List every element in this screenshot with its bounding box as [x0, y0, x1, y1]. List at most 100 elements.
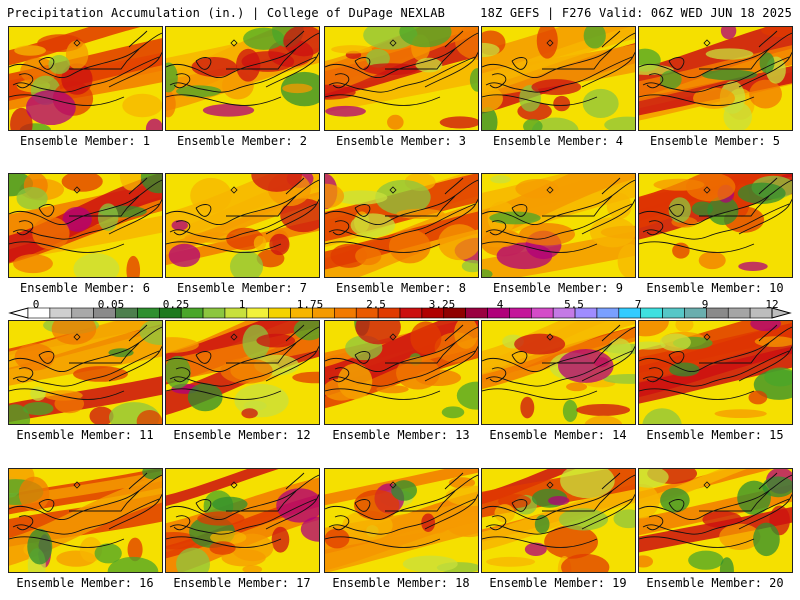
- colorbar-swatch: [355, 307, 379, 319]
- colorbar-swatch: [574, 307, 598, 319]
- precip-field: [166, 174, 319, 277]
- precip-field: [325, 174, 478, 277]
- ensemble-member-map: [638, 320, 793, 425]
- colorbar-swatch: [662, 307, 685, 319]
- ensemble-member-label: Ensemble Member: 4: [492, 134, 624, 148]
- ensemble-member-label: Ensemble Member: 20: [646, 576, 784, 590]
- precip-field: [639, 321, 792, 424]
- ensemble-member-label: Ensemble Member: 6: [19, 281, 151, 295]
- ensemble-member-label: Ensemble Member: 17: [173, 576, 311, 590]
- colorbar-swatch: [465, 307, 488, 319]
- precip-field: [482, 174, 635, 277]
- ensemble-member-label: Ensemble Member: 3: [335, 134, 467, 148]
- colorbar-swatch: [487, 307, 510, 319]
- ensemble-member-label: Ensemble Member: 11: [16, 428, 154, 442]
- ensemble-member-map: [481, 26, 636, 131]
- ensemble-member-label: Ensemble Member: 19: [489, 576, 627, 590]
- ensemble-member-label: Ensemble Member: 9: [492, 281, 624, 295]
- precip-field: [639, 27, 792, 130]
- precip-field: [166, 469, 319, 572]
- ensemble-member-map: [481, 468, 636, 573]
- ensemble-member-label: Ensemble Member: 2: [176, 134, 308, 148]
- precip-field: [9, 321, 162, 424]
- model-run-info: 18Z GEFS | F276 Valid: 06Z WED JUN 18 20…: [480, 6, 792, 20]
- ensemble-member-map: [165, 468, 320, 573]
- colorbar-swatch: [93, 307, 116, 319]
- colorbar-swatch: [158, 307, 182, 319]
- ensemble-member-label: Ensemble Member: 16: [16, 576, 154, 590]
- ensemble-member-map: [481, 320, 636, 425]
- ensemble-member-map: [324, 26, 479, 131]
- ensemble-member-label: Ensemble Member: 13: [332, 428, 470, 442]
- colorbar-swatch: [71, 307, 94, 319]
- colorbar-swatch: [443, 307, 466, 319]
- colorbar-swatch: [399, 307, 423, 319]
- colorbar-swatch: [684, 307, 707, 319]
- colorbar-swatch: [421, 307, 445, 319]
- ensemble-member-map: [165, 320, 320, 425]
- colorbar-tick-label: 4: [496, 298, 504, 311]
- colorbar-swatch: [224, 307, 248, 319]
- ensemble-member-map: [324, 173, 479, 278]
- ensemble-member-map: [324, 320, 479, 425]
- colorbar-tick-label: 0: [32, 298, 40, 311]
- colorbar-swatch: [596, 307, 620, 319]
- colorbar-swatch: [618, 307, 642, 319]
- ensemble-member-label: Ensemble Member: 10: [646, 281, 784, 295]
- colorbar-swatch: [377, 307, 401, 319]
- precip-field: [639, 174, 792, 277]
- ensemble-member-label: Ensemble Member: 7: [176, 281, 308, 295]
- precip-field: [482, 469, 635, 572]
- colorbar-swatch: [706, 307, 729, 319]
- colorbar-tick-label: 7: [634, 298, 642, 311]
- colorbar-max-arrow: [771, 307, 792, 319]
- precip-field: [325, 321, 478, 424]
- ensemble-member-map: [8, 468, 163, 573]
- precip-field: [166, 27, 319, 130]
- ensemble-member-map: [8, 26, 163, 131]
- colorbar-swatch: [727, 307, 751, 319]
- precip-field: [9, 469, 162, 572]
- colorbar-swatch: [530, 307, 554, 319]
- colorbar-min-arrow: [8, 307, 29, 319]
- colorbar-swatch: [180, 307, 204, 319]
- ensemble-member-map: [165, 26, 320, 131]
- ensemble-member-map: [8, 320, 163, 425]
- colorbar-swatch: [115, 307, 138, 319]
- colorbar-swatch: [290, 307, 313, 319]
- ensemble-member-map: [8, 173, 163, 278]
- colorbar-swatch: [137, 307, 160, 319]
- precip-colorbar-legend: 0 0.05 0.25 1 1.75 2.5 3.25 4 5.5 7 9 12: [8, 298, 792, 320]
- colorbar-swatch: [552, 307, 576, 319]
- ensemble-member-label: Ensemble Member: 18: [332, 576, 470, 590]
- colorbar-swatch: [334, 307, 357, 319]
- ensemble-member-label: Ensemble Member: 14: [489, 428, 627, 442]
- colorbar-tick-label: 1: [238, 298, 246, 311]
- colorbar-scale: [8, 307, 792, 319]
- colorbar-swatch: [268, 307, 291, 319]
- ensemble-member-label: Ensemble Member: 5: [649, 134, 781, 148]
- colorbar-swatch: [640, 307, 663, 319]
- colorbar-swatch: [27, 307, 51, 319]
- precip-field: [639, 469, 792, 572]
- ensemble-member-map: [638, 468, 793, 573]
- precip-field: [325, 27, 478, 130]
- ensemble-member-map: [165, 173, 320, 278]
- ensemble-member-label: Ensemble Member: 12: [173, 428, 311, 442]
- ensemble-member-map: [638, 173, 793, 278]
- precip-field: [482, 27, 635, 130]
- precip-field: [166, 321, 319, 424]
- colorbar-swatch: [202, 307, 226, 319]
- ensemble-member-map: [324, 468, 479, 573]
- ensemble-member-label: Ensemble Member: 15: [646, 428, 784, 442]
- colorbar-swatch: [246, 307, 270, 319]
- colorbar-swatch: [312, 307, 335, 319]
- colorbar-tick-label: 9: [701, 298, 709, 311]
- colorbar-swatch: [509, 307, 532, 319]
- precip-field: [482, 321, 635, 424]
- ensemble-member-map: [481, 173, 636, 278]
- ensemble-member-label: Ensemble Member: 1: [19, 134, 151, 148]
- colorbar-swatch: [49, 307, 73, 319]
- precip-field: [9, 27, 162, 130]
- colorbar-swatch: [749, 307, 773, 319]
